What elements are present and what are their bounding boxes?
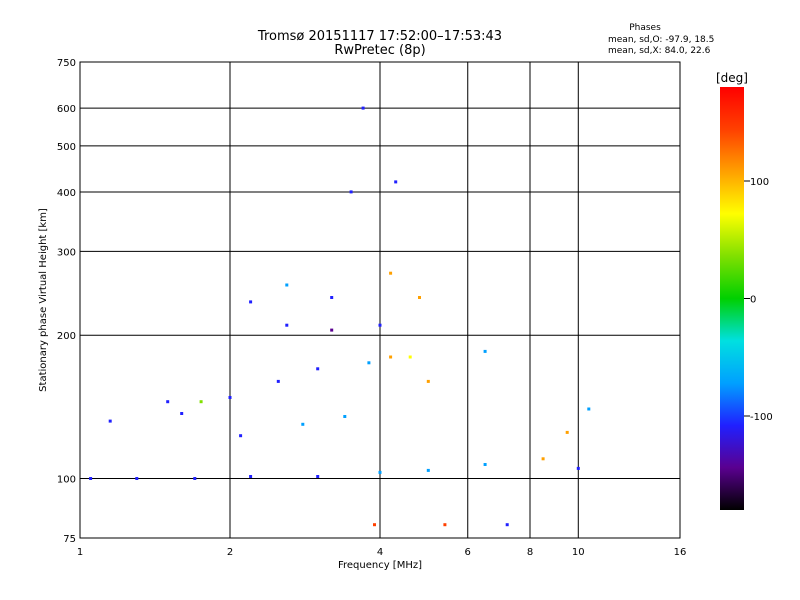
data-point [349, 190, 353, 194]
grid [80, 62, 680, 538]
data-point [389, 271, 393, 275]
data-point [378, 323, 382, 327]
data-point [249, 300, 253, 304]
x-tick-label: 8 [527, 547, 533, 558]
data-point [367, 361, 371, 365]
data-point [180, 412, 184, 415]
y-axis-ticks: 75 100 200 300 400 500 600 750 [57, 58, 76, 545]
y-tick-label: 300 [57, 247, 76, 258]
data-point [199, 400, 203, 404]
y-tick-label: 200 [57, 331, 76, 342]
x-tick-label: 2 [227, 547, 233, 558]
colorbar-gradient [720, 87, 744, 510]
data-point [166, 400, 170, 404]
data-point [330, 328, 334, 332]
data-point [285, 323, 289, 327]
y-tick-label: 750 [57, 58, 76, 69]
phases-box: Phases mean, sd,O: -97.9, 18.5 mean, sd,… [608, 23, 714, 56]
data-point [389, 355, 393, 359]
data-point [361, 106, 365, 110]
colorbar: [deg] 100 0 -100 [716, 71, 773, 510]
x-tick-label: 16 [674, 547, 687, 558]
plot-frame [79, 61, 681, 539]
x-axis-label: Frequency [MHz] [338, 560, 422, 571]
data-point [343, 415, 347, 418]
colorbar-tick-label: 100 [750, 177, 769, 188]
colorbar-label: [deg] [716, 71, 748, 85]
y-tick-label: 100 [57, 475, 76, 486]
data-point [565, 430, 569, 434]
x-tick-label: 1 [77, 547, 83, 558]
data-point [443, 523, 447, 527]
data-point [239, 434, 243, 438]
data-point [483, 349, 487, 353]
data-point [193, 477, 197, 480]
data-point [276, 379, 280, 383]
phases-line-o: mean, sd,O: -97.9, 18.5 [608, 35, 714, 45]
data-point [378, 470, 382, 474]
data-points [89, 106, 591, 527]
x-tick-label: 10 [572, 547, 585, 558]
data-point [426, 468, 430, 472]
data-point [426, 379, 430, 383]
data-point [418, 296, 421, 299]
colorbar-tick-label: -100 [750, 412, 773, 423]
phases-line-x: mean, sd,X: 84.0, 22.6 [608, 46, 711, 56]
data-point [408, 355, 412, 359]
data-point [541, 457, 545, 461]
x-tick-label: 4 [377, 547, 383, 558]
data-point [373, 523, 376, 527]
data-point [316, 475, 320, 478]
y-tick-label: 500 [57, 142, 76, 153]
chart-title: Tromsø 20151117 17:52:00–17:53:43 [257, 29, 502, 44]
y-tick-label: 600 [57, 104, 76, 115]
data-point [301, 422, 305, 426]
data-point [89, 477, 93, 480]
x-tick-label: 6 [465, 547, 471, 558]
y-axis-label: Stationary phase Virtual Height [km] [38, 208, 49, 392]
phases-title: Phases [629, 23, 661, 33]
data-point [576, 466, 580, 470]
data-point [316, 367, 320, 371]
data-point [108, 419, 112, 423]
data-point [330, 296, 334, 299]
y-tick-label: 400 [57, 188, 76, 199]
data-point [285, 283, 289, 287]
data-point [249, 475, 253, 478]
y-tick-label: 75 [63, 534, 76, 545]
x-axis-ticks: 1 2 4 6 8 10 16 [77, 547, 687, 558]
data-point [587, 407, 591, 411]
data-point [228, 396, 232, 399]
colorbar-ticks: 100 0 -100 [744, 177, 773, 423]
data-point [394, 180, 398, 184]
colorbar-tick-label: 0 [750, 295, 756, 306]
data-point [135, 477, 139, 480]
data-point [483, 463, 487, 466]
data-point [505, 523, 509, 527]
chart-subtitle: RwPretec (8p) [334, 43, 425, 58]
